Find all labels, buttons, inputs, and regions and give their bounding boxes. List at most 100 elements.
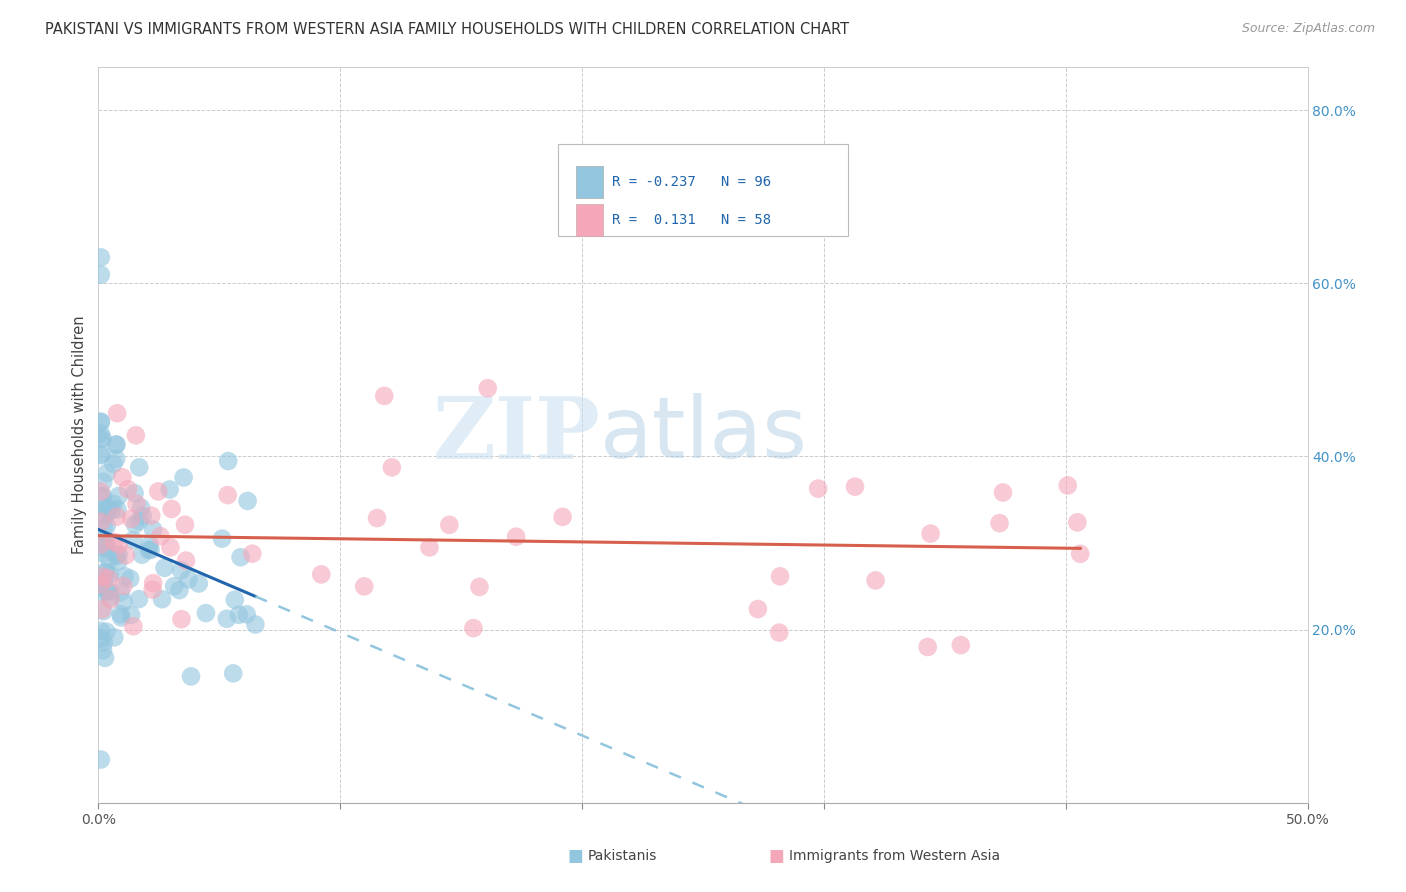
Point [96, 566, 118, 580]
Point [90, 624, 112, 638]
Point [90, 432, 112, 446]
Point [93, 546, 115, 560]
Point [96, 541, 118, 556]
Point [93, 521, 115, 535]
Point [96, 624, 118, 639]
Point [100, 592, 122, 607]
Text: R = -0.237   N = 96: R = -0.237 N = 96 [613, 175, 772, 189]
Point [1066, 516, 1088, 530]
Point [103, 631, 125, 645]
Point [138, 542, 160, 557]
Point [768, 625, 790, 640]
Point [747, 602, 769, 616]
Point [97, 572, 120, 586]
Point [173, 470, 195, 484]
Point [97, 501, 120, 516]
Point [1069, 547, 1091, 561]
Point [105, 406, 128, 420]
Point [163, 579, 186, 593]
Point [93, 635, 115, 649]
Point [90, 541, 112, 555]
Point [98, 591, 121, 605]
Point [224, 592, 246, 607]
Point [309, 567, 332, 582]
Text: ZIP: ZIP [433, 392, 600, 477]
Point [91, 432, 114, 446]
Point [149, 529, 172, 543]
Point [174, 553, 197, 567]
Point [177, 573, 200, 587]
Point [110, 585, 132, 599]
Text: PAKISTANI VS IMMIGRANTS FROM WESTERN ASIA FAMILY HOUSEHOLDS WITH CHILDREN CORREL: PAKISTANI VS IMMIGRANTS FROM WESTERN ASI… [45, 22, 849, 37]
Point [128, 514, 150, 528]
Point [105, 502, 128, 516]
Point [105, 549, 128, 563]
Point [128, 592, 150, 607]
Point [112, 579, 135, 593]
Text: ■: ■ [568, 847, 583, 865]
Point [98, 567, 121, 582]
Point [93, 604, 115, 618]
Point [103, 457, 125, 471]
Point [505, 530, 527, 544]
Point [105, 437, 128, 451]
Point [153, 561, 176, 575]
Point [769, 569, 792, 583]
Point [418, 541, 440, 555]
Point [129, 500, 152, 515]
Point [96, 505, 118, 519]
Text: Pakistanis: Pakistanis [588, 849, 657, 863]
Y-axis label: Family Households with Children: Family Households with Children [72, 316, 87, 554]
Point [96, 501, 118, 516]
Point [105, 509, 128, 524]
Point [381, 460, 404, 475]
Point [235, 607, 257, 622]
Point [96, 518, 118, 533]
Point [90, 415, 112, 429]
Text: ■: ■ [769, 847, 785, 865]
Point [148, 484, 170, 499]
Point [90, 447, 112, 461]
Point [114, 569, 136, 583]
Point [120, 607, 142, 622]
Point [122, 533, 145, 548]
Point [96, 584, 118, 599]
Point [236, 494, 259, 508]
Point [228, 607, 250, 622]
Point [229, 550, 252, 565]
Point [91, 489, 114, 503]
Point [353, 579, 375, 593]
Point [180, 669, 202, 683]
Point [110, 610, 132, 624]
Point [122, 619, 145, 633]
Point [90, 537, 112, 551]
Point [1056, 478, 1078, 492]
Point [91, 602, 114, 616]
Point [131, 508, 153, 523]
Point [139, 538, 162, 552]
Point [90, 534, 112, 549]
Point [91, 475, 114, 489]
Point [90, 577, 112, 591]
Point [142, 523, 165, 537]
Text: R =  0.131   N = 58: R = 0.131 N = 58 [613, 213, 772, 227]
Point [96, 466, 118, 480]
Point [373, 389, 395, 403]
Point [865, 574, 887, 588]
Point [93, 537, 115, 551]
Point [90, 515, 112, 529]
Point [125, 428, 148, 442]
Point [120, 572, 142, 586]
Point [91, 586, 114, 600]
Point [170, 612, 193, 626]
Point [94, 508, 117, 522]
Point [141, 508, 163, 523]
Point [90, 632, 112, 646]
Point [920, 526, 942, 541]
Point [90, 426, 112, 441]
Point [142, 576, 165, 591]
Point [150, 592, 173, 607]
Point [949, 638, 972, 652]
Point [94, 534, 117, 549]
Point [107, 537, 129, 551]
